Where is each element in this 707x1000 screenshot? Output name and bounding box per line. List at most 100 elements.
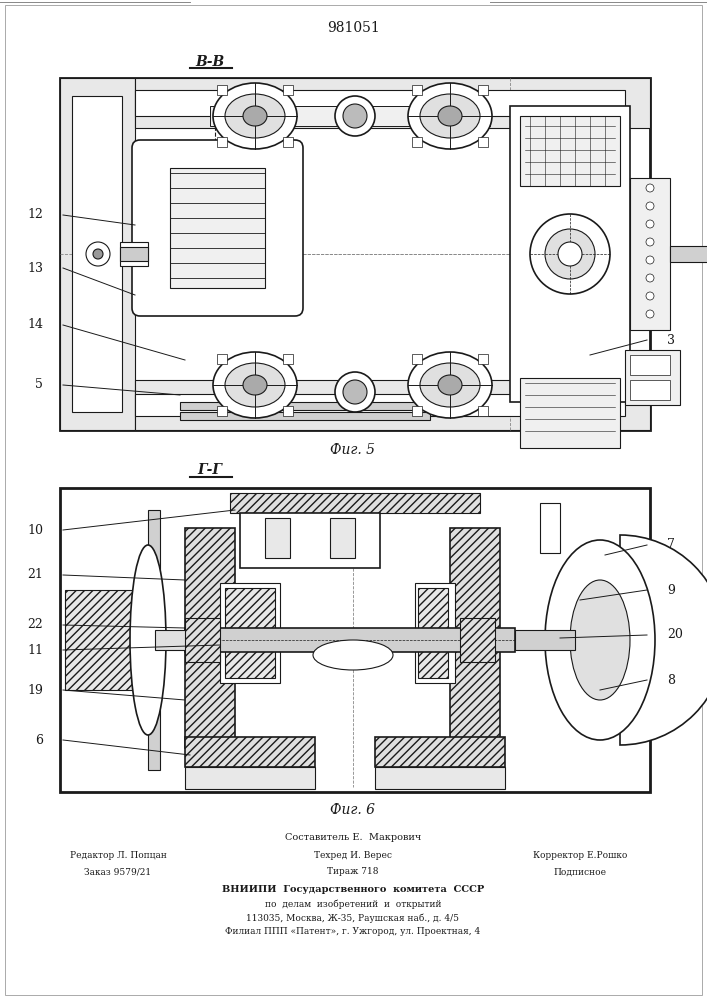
Bar [218, 137, 228, 147]
Bar [515, 630, 575, 650]
Text: ВНИИПИ  Государственного  комитета  СССР: ВНИИПИ Государственного комитета СССР [222, 886, 484, 894]
Bar [60, 488, 650, 792]
Circle shape [646, 274, 654, 282]
Bar [225, 588, 275, 678]
Circle shape [343, 104, 367, 128]
Ellipse shape [570, 580, 630, 700]
FancyBboxPatch shape [132, 140, 303, 316]
Bar [265, 518, 290, 558]
Bar [450, 528, 500, 748]
Circle shape [93, 249, 103, 259]
Text: 22: 22 [28, 618, 43, 632]
Text: Заказ 9579/21: Заказ 9579/21 [84, 867, 151, 876]
Circle shape [646, 202, 654, 210]
Bar [412, 137, 423, 147]
Bar [180, 402, 430, 410]
Ellipse shape [545, 540, 655, 740]
Bar [60, 78, 135, 430]
Bar [283, 406, 293, 416]
Bar [135, 78, 650, 128]
Circle shape [558, 242, 582, 266]
Bar [412, 354, 423, 364]
Bar [375, 767, 505, 789]
Ellipse shape [313, 640, 393, 670]
Text: 7: 7 [667, 538, 675, 552]
Bar [477, 406, 488, 416]
Bar [283, 137, 293, 147]
Bar [220, 583, 280, 683]
Bar [418, 588, 448, 678]
Ellipse shape [130, 545, 166, 735]
Bar [120, 247, 148, 261]
Text: Г-Г: Г-Г [197, 463, 223, 477]
Text: 8: 8 [667, 674, 675, 686]
Circle shape [646, 184, 654, 192]
Bar [155, 630, 215, 650]
Text: 6: 6 [35, 734, 43, 746]
Bar [670, 246, 707, 262]
Text: Техред И. Верес: Техред И. Верес [314, 852, 392, 860]
Ellipse shape [225, 94, 285, 138]
Bar [210, 106, 490, 126]
Ellipse shape [243, 375, 267, 395]
Bar [540, 503, 560, 553]
Text: Фиг. 5: Фиг. 5 [330, 443, 375, 457]
Text: Фиг. 6: Фиг. 6 [330, 803, 375, 817]
Text: 113035, Москва, Ж-35, Раушская наб., д. 4/5: 113035, Москва, Ж-35, Раушская наб., д. … [247, 913, 460, 923]
Circle shape [86, 242, 110, 266]
Bar [283, 354, 293, 364]
Circle shape [530, 214, 610, 294]
Bar [520, 116, 620, 186]
Circle shape [646, 292, 654, 300]
Circle shape [335, 96, 375, 136]
Bar [630, 355, 670, 375]
Text: 13: 13 [27, 261, 43, 274]
Bar [218, 85, 228, 95]
Bar [520, 378, 620, 448]
Bar [477, 137, 488, 147]
Wedge shape [620, 535, 707, 745]
Text: 20: 20 [667, 629, 683, 642]
Bar [148, 510, 160, 770]
Circle shape [646, 310, 654, 318]
Circle shape [646, 238, 654, 246]
Text: Корректор Е.Рошко: Корректор Е.Рошко [533, 852, 627, 860]
Bar [283, 85, 293, 95]
Bar [415, 583, 455, 683]
Bar [135, 394, 625, 416]
Text: Редактор Л. Попцан: Редактор Л. Попцан [69, 852, 166, 860]
Bar [460, 618, 495, 662]
Bar [185, 737, 315, 767]
Text: 21: 21 [27, 568, 43, 582]
Text: 981051: 981051 [327, 21, 380, 35]
Text: 9: 9 [667, 584, 675, 596]
Ellipse shape [408, 83, 492, 149]
Bar [625, 350, 680, 405]
Bar [330, 518, 355, 558]
Bar [65, 590, 155, 690]
Circle shape [545, 229, 595, 279]
Bar [230, 493, 480, 513]
Bar [510, 106, 630, 402]
Bar [135, 380, 650, 430]
Bar [477, 85, 488, 95]
Text: Филиал ППП «Патент», г. Ужгород, ул. Проектная, 4: Филиал ППП «Патент», г. Ужгород, ул. Про… [226, 928, 481, 936]
Text: 12: 12 [27, 209, 43, 222]
Bar [72, 96, 122, 412]
Bar [185, 767, 315, 789]
Bar [180, 412, 430, 420]
Bar [630, 380, 670, 400]
Ellipse shape [420, 94, 480, 138]
Bar [477, 354, 488, 364]
Bar [375, 737, 505, 767]
Ellipse shape [438, 106, 462, 126]
Text: Подписное: Подписное [554, 867, 607, 876]
Bar [412, 406, 423, 416]
Text: В-В: В-В [195, 55, 225, 69]
Ellipse shape [438, 375, 462, 395]
Bar [135, 90, 625, 116]
Bar [185, 528, 235, 748]
Text: 19: 19 [27, 684, 43, 696]
Circle shape [646, 256, 654, 264]
Ellipse shape [243, 106, 267, 126]
